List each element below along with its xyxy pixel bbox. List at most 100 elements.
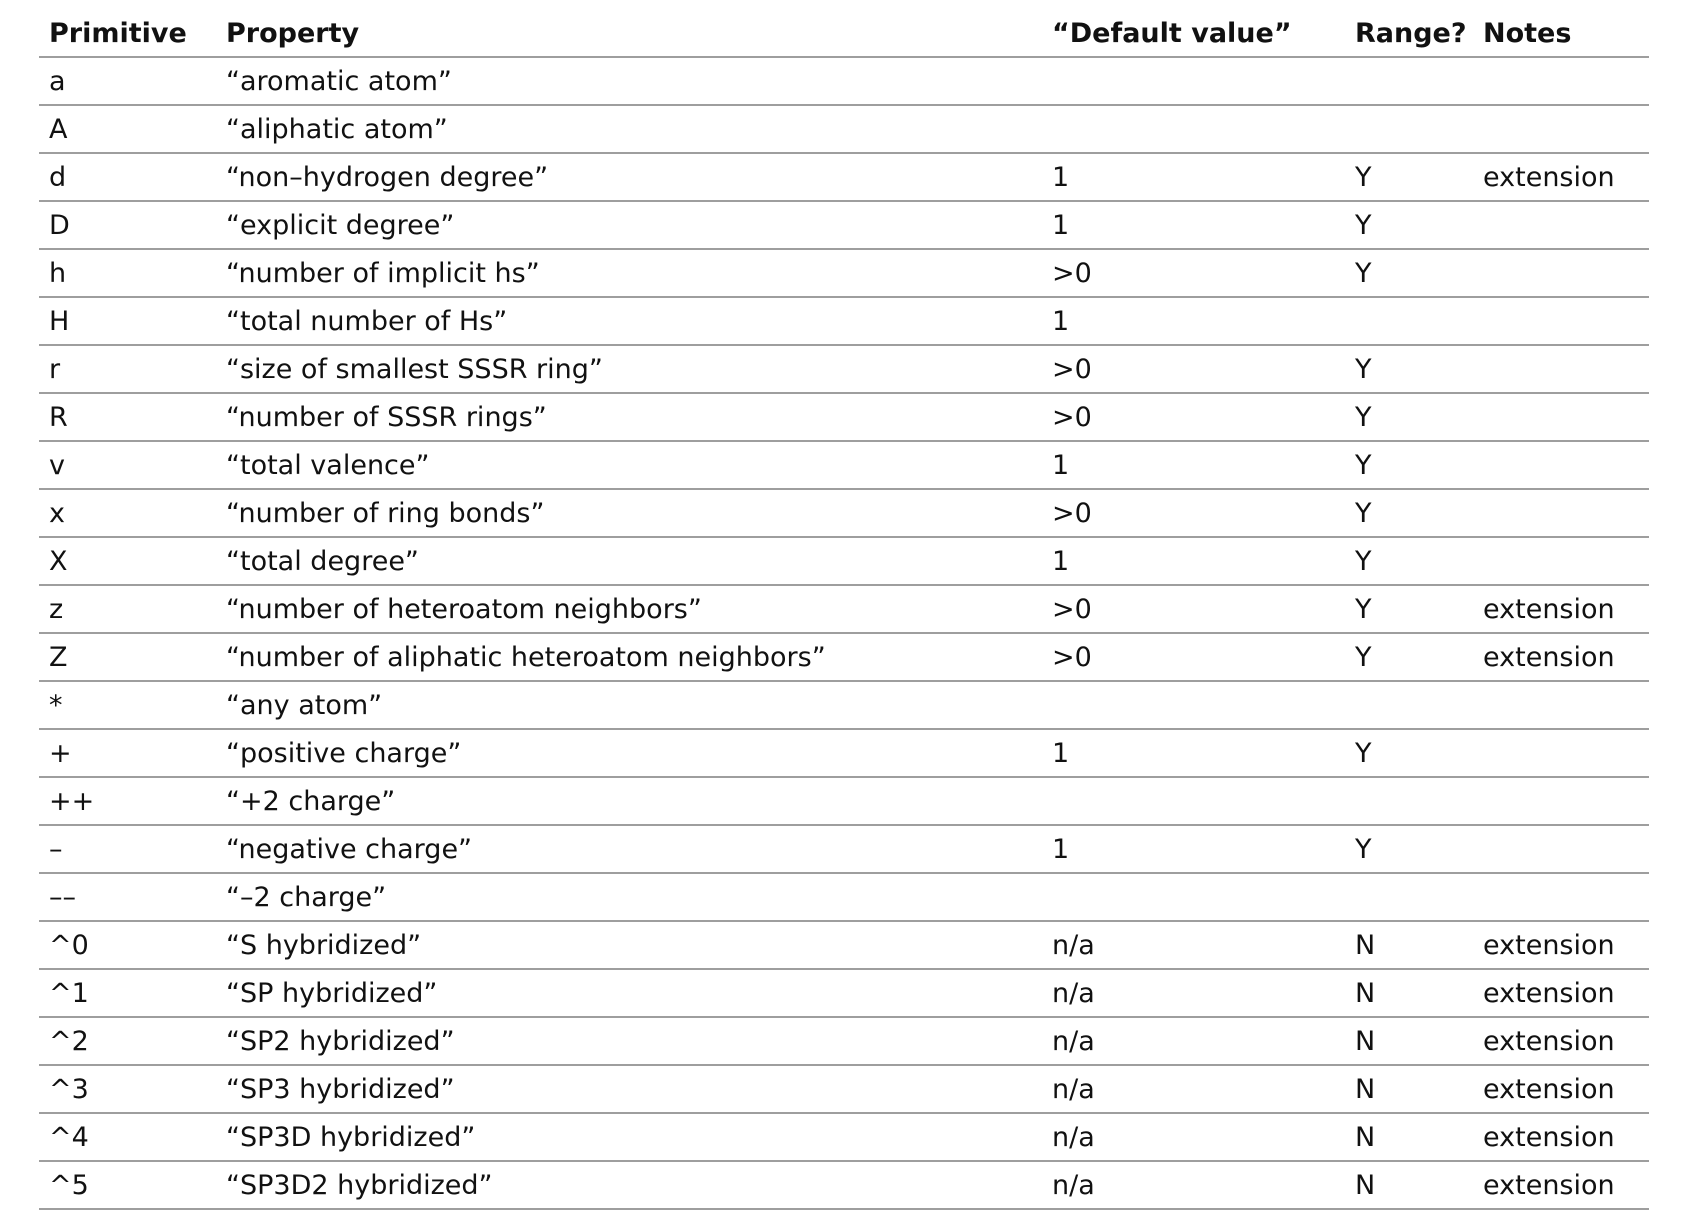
header-range: Range? [1345,10,1473,58]
notes-cell [1473,297,1649,346]
property-cell: “+2 charge” [216,777,1042,826]
range-cell: Y [1345,393,1473,442]
notes-cell: extension [1473,921,1649,970]
notes-cell [1473,105,1649,154]
default-value-cell: 1 [1042,153,1345,202]
table-row: R “number of SSSR rings” >0 Y [39,393,1649,442]
primitive-cell: ^0 [39,921,216,970]
primitive-cell: r [39,345,216,394]
notes-cell: extension [1473,585,1649,634]
primitive-cell: ++ [39,777,216,826]
range-cell: Y [1345,153,1473,202]
default-value-cell: >0 [1042,489,1345,538]
table-row: x “number of ring bonds” >0 Y [39,489,1649,538]
default-value-cell: >0 [1042,633,1345,682]
primitive-cell: Z [39,633,216,682]
primitive-cell: H [39,297,216,346]
primitive-cell: ^1 [39,969,216,1018]
notes-cell: extension [1473,1065,1649,1114]
property-cell: “SP3 hybridized” [216,1065,1042,1114]
range-cell [1345,681,1473,730]
table-row: ++ “+2 charge” [39,777,1649,826]
header-primitive: Primitive [39,10,216,58]
property-cell: “explicit degree” [216,201,1042,250]
primitive-cell: ^4 [39,1113,216,1162]
table-row: + “positive charge” 1 Y [39,729,1649,778]
primitive-cell: ^2 [39,1017,216,1066]
property-cell: “number of SSSR rings” [216,393,1042,442]
default-value-cell [1042,681,1345,730]
notes-cell: extension [1473,1113,1649,1162]
property-cell: “aliphatic atom” [216,105,1042,154]
default-value-cell [1042,873,1345,922]
default-value-cell: 1 [1042,201,1345,250]
primitives-table: Primitive Property “Default value” Range… [39,10,1649,1210]
range-cell: Y [1345,825,1473,874]
table-row: D “explicit degree” 1 Y [39,201,1649,250]
primitive-cell: d [39,153,216,202]
primitive-cell: ^5 [39,1161,216,1210]
default-value-cell: n/a [1042,1161,1345,1210]
property-cell: “–2 charge” [216,873,1042,922]
default-value-cell [1042,105,1345,154]
range-cell: N [1345,921,1473,970]
primitive-cell: x [39,489,216,538]
default-value-cell: 1 [1042,825,1345,874]
notes-cell: extension [1473,633,1649,682]
property-cell: “S hybridized” [216,921,1042,970]
notes-cell [1473,345,1649,394]
range-cell: N [1345,969,1473,1018]
notes-cell [1473,873,1649,922]
table-row: r “size of smallest SSSR ring” >0 Y [39,345,1649,394]
notes-cell [1473,441,1649,490]
primitive-cell: A [39,105,216,154]
range-cell: Y [1345,489,1473,538]
default-value-cell: >0 [1042,393,1345,442]
notes-cell [1473,537,1649,586]
table-row: Z “number of aliphatic heteroatom neighbo… [39,633,1649,682]
property-cell: “any atom” [216,681,1042,730]
default-value-cell: 1 [1042,729,1345,778]
table-row: a “aromatic atom” [39,57,1649,106]
property-cell: “negative charge” [216,825,1042,874]
range-cell: Y [1345,537,1473,586]
default-value-cell: n/a [1042,969,1345,1018]
header-property: Property [216,10,1042,58]
range-cell: Y [1345,345,1473,394]
default-value-cell: 1 [1042,297,1345,346]
table-header: Primitive Property “Default value” Range… [39,10,1649,58]
default-value-cell: >0 [1042,585,1345,634]
primitive-cell: –– [39,873,216,922]
range-cell [1345,105,1473,154]
range-cell [1345,777,1473,826]
table-row: – “negative charge” 1 Y [39,825,1649,874]
range-cell [1345,297,1473,346]
range-cell: Y [1345,729,1473,778]
property-cell: “total degree” [216,537,1042,586]
table-row: –– “–2 charge” [39,873,1649,922]
default-value-cell [1042,57,1345,106]
table-body: a “aromatic atom” A “aliphatic atom” d “non–h… [39,57,1649,1210]
property-cell: “positive charge” [216,729,1042,778]
notes-cell [1473,489,1649,538]
range-cell: Y [1345,441,1473,490]
notes-cell [1473,249,1649,298]
default-value-cell: n/a [1042,1113,1345,1162]
table-row: v “total valence” 1 Y [39,441,1649,490]
primitive-cell: h [39,249,216,298]
range-cell: N [1345,1113,1473,1162]
primitive-cell: X [39,537,216,586]
default-value-cell: >0 [1042,249,1345,298]
property-cell: “SP3D2 hybridized” [216,1161,1042,1210]
table-row: A “aliphatic atom” [39,105,1649,154]
default-value-cell: n/a [1042,1065,1345,1114]
table-row: H “total number of Hs” 1 [39,297,1649,346]
range-cell [1345,57,1473,106]
range-cell: N [1345,1017,1473,1066]
